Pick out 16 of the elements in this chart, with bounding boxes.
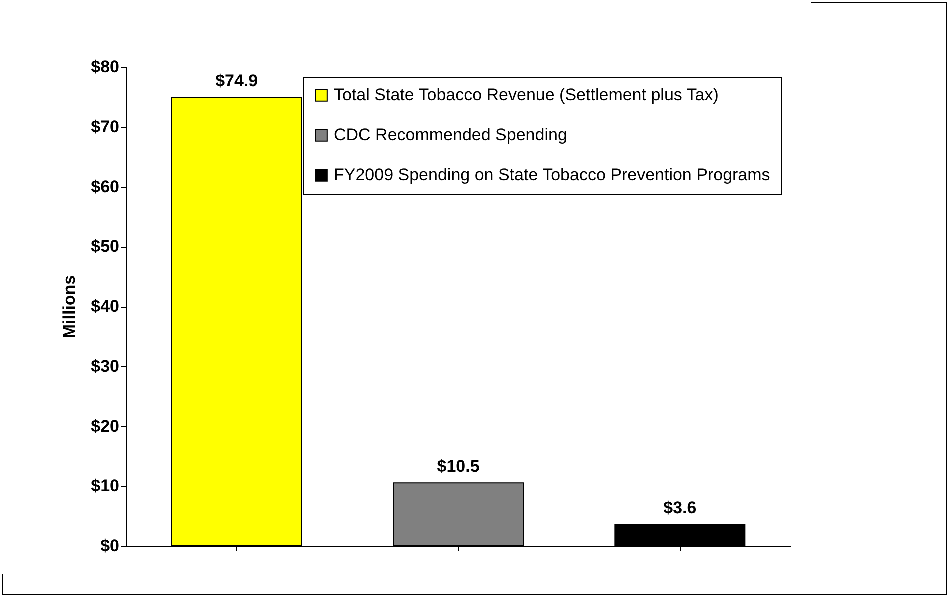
y-tick-label: $20: [91, 416, 120, 436]
y-tick-label: $30: [91, 356, 120, 376]
y-tick-label: $60: [91, 177, 120, 196]
y-tick-label: $40: [91, 297, 120, 316]
y-tick-label: $70: [91, 117, 120, 136]
legend-label: Total State Tobacco Revenue (Settlement plus Tax): [334, 86, 719, 104]
y-tick-label: $0: [100, 536, 120, 556]
y-tick-label: $50: [91, 237, 120, 256]
y-axis-title: Millions: [60, 275, 80, 339]
legend-label: FY2009 Spending on State Tobacco Prevention Programs: [334, 166, 770, 184]
data-label: $74.9: [216, 72, 258, 91]
data-label: $10.5: [437, 457, 480, 476]
y-tick-label: $10: [91, 476, 120, 496]
legend-label: CDC Recommended Spending: [334, 126, 568, 144]
y-tick-label: $80: [91, 58, 120, 76]
data-label: $3.6: [664, 498, 697, 518]
